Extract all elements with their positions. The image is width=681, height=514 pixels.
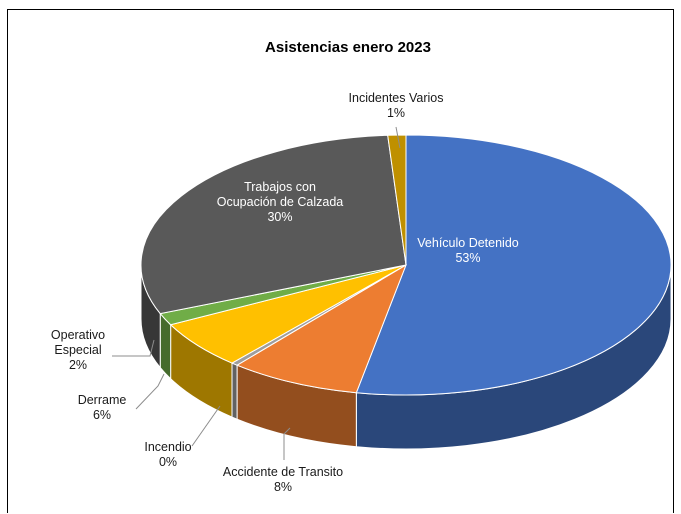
slice-incidentes-varios <box>387 134 407 266</box>
slice-accidente-de-transito <box>235 263 407 394</box>
slice-label-derrame: Derrame 6% <box>78 393 127 422</box>
pie-chart: Asistencias enero 2023 Vehículo Detenido… <box>51 39 672 494</box>
slice-label-line: Ocupación de Calzada <box>217 195 344 209</box>
slice-label-accidente-de-transito: Accidente de Transito 8% <box>223 465 343 494</box>
pie-tops <box>140 134 672 396</box>
slice-label-trabajos-con-ocupacion-de-calzada: Trabajos con Ocupación de Calzada 30% <box>217 180 344 224</box>
slice-percent: 8% <box>274 480 292 494</box>
slice-trabajos-con-ocupacion-de-calzada <box>140 134 407 315</box>
slice-percent: 30% <box>267 210 292 224</box>
slice-percent: 0% <box>159 455 177 469</box>
slice-label-line: Trabajos con <box>244 180 316 194</box>
chart-title: Asistencias enero 2023 <box>265 39 431 56</box>
slice-label-incidentes-varios: Incidentes Varios 1% <box>349 91 444 120</box>
chart-frame: Asistencias enero 2023 Vehículo Detenido… <box>7 9 674 513</box>
leader-line-operativo-especial <box>112 339 155 357</box>
leader-line-incendio <box>191 405 221 447</box>
slice-vehiculo-detenido <box>355 134 672 396</box>
slice-label-line: Operativo <box>51 328 105 342</box>
slice-percent: 1% <box>387 106 405 120</box>
slice-label-line: Derrame <box>78 393 127 407</box>
slice-label-vehiculo-detenido: Vehículo Detenido 53% <box>417 236 519 265</box>
slice-percent: 6% <box>93 408 111 422</box>
leader-lines <box>112 126 401 460</box>
pie-sides <box>140 264 672 450</box>
slice-label-line: Vehículo Detenido <box>417 236 519 250</box>
slice-label-line: Incidentes Varios <box>349 91 444 105</box>
slice-label-incendio: Incendio 0% <box>144 440 191 469</box>
leader-line-derrame <box>135 373 165 410</box>
slice-percent: 2% <box>69 358 87 372</box>
slice-label-line: Accidente de Transito <box>223 465 343 479</box>
slice-label-line: Incendio <box>144 440 191 454</box>
leader-line-incidentes-varios <box>395 126 401 149</box>
slice-percent: 53% <box>455 251 480 265</box>
leader-line-accidente-de-transito <box>283 427 291 460</box>
slice-side-incendio <box>231 362 238 420</box>
slice-label-line: Especial <box>54 343 101 357</box>
slice-label-operativo-especial: Operativo Especial 2% <box>51 328 105 372</box>
slice-labels: Vehículo Detenido 53% Accidente de Transit… <box>51 91 519 494</box>
